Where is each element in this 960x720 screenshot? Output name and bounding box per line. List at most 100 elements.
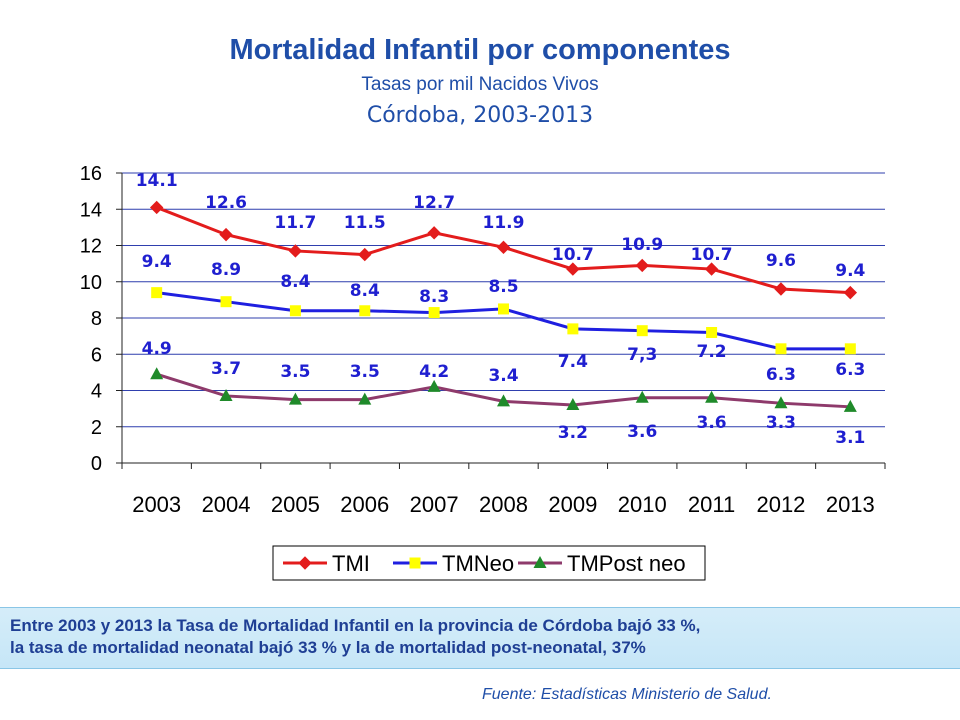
- data-point: [289, 305, 301, 317]
- data-point: [843, 399, 857, 412]
- data-label: 3.6: [697, 413, 727, 433]
- data-label: 11.9: [483, 213, 525, 233]
- data-point: [151, 287, 163, 299]
- y-tick-label: 4: [91, 381, 102, 403]
- data-point: [358, 392, 372, 405]
- data-point: [566, 398, 580, 410]
- data-label: 7.4: [558, 352, 588, 372]
- data-point: [498, 303, 509, 315]
- data-label: 3.4: [488, 366, 518, 386]
- data-label: 3.1: [835, 428, 865, 448]
- data-label: 12.7: [413, 193, 455, 213]
- y-tick-label: 6: [91, 344, 102, 366]
- data-label: 11.7: [274, 213, 316, 233]
- x-tick-label: 2010: [618, 492, 667, 517]
- summary-note-line-1: Entre 2003 y 2013 la Tasa de Mortalidad …: [10, 616, 701, 635]
- data-point: [359, 305, 371, 317]
- data-point: [288, 392, 302, 405]
- x-tick-label: 2006: [340, 492, 389, 517]
- data-label: 3.7: [211, 359, 241, 379]
- data-point: [775, 343, 787, 355]
- line-chart: 0 2 4 6 8 10 12 14 16 2003 2004 2005 2006 2007 2008 200…: [80, 163, 886, 581]
- legend-label: TMNeo: [442, 551, 514, 576]
- data-point: [358, 247, 372, 262]
- data-point: [566, 262, 580, 276]
- chart-title: Mortalidad Infantil por componentes: [229, 34, 731, 66]
- data-label: 3.3: [766, 413, 796, 433]
- data-label: 8.3: [419, 287, 449, 307]
- y-tick-label: 14: [80, 199, 102, 221]
- data-label: 9.4: [142, 252, 172, 272]
- y-tick-label: 16: [80, 163, 102, 185]
- legend-marker: [298, 556, 312, 570]
- x-tick-label: 2004: [202, 492, 251, 517]
- data-point: [635, 390, 649, 403]
- data-label: 10.7: [691, 245, 733, 265]
- x-tick-label: 2005: [271, 492, 320, 517]
- data-point: [774, 282, 788, 296]
- data-label: 12.6: [205, 193, 247, 213]
- data-point: [497, 394, 510, 407]
- data-label: 8.4: [280, 272, 310, 292]
- x-tick-label: 2003: [132, 492, 181, 517]
- data-label: 3.5: [350, 362, 380, 382]
- legend-label: TMI: [332, 551, 370, 576]
- data-label: 10.9: [621, 235, 663, 255]
- data-point: [428, 307, 440, 319]
- data-label: 6.3: [835, 360, 865, 380]
- x-tick-label: 2008: [479, 492, 528, 517]
- y-tick-label: 8: [91, 308, 102, 330]
- chart-subtitle: Tasas por mil Nacidos Vivos: [361, 74, 599, 95]
- data-label: 3.6: [627, 422, 657, 442]
- data-label: 6.3: [766, 365, 796, 385]
- data-point: [427, 226, 441, 240]
- data-label: 7,3: [627, 345, 657, 365]
- data-label: 9.6: [766, 251, 796, 271]
- x-tick-label: 2012: [756, 492, 805, 517]
- data-label: 14.1: [136, 171, 178, 191]
- data-label: 9.4: [835, 261, 865, 281]
- data-point: [150, 367, 164, 380]
- data-point: [635, 258, 649, 273]
- data-point: [288, 244, 303, 258]
- data-point: [843, 285, 858, 300]
- legend-marker: [533, 556, 547, 568]
- data-point: [149, 200, 164, 215]
- legend-box: [272, 545, 706, 581]
- data-label: 7.2: [697, 342, 727, 362]
- series-line: [156, 291, 851, 351]
- x-tick-label: 2013: [826, 492, 875, 517]
- data-label: 11.5: [344, 213, 386, 233]
- data-label: 10.7: [552, 245, 594, 265]
- y-tick-label: 2: [91, 417, 102, 439]
- x-tick-label: 2007: [410, 492, 459, 517]
- data-point: [705, 390, 719, 403]
- series-tmpost-neo: [150, 367, 857, 412]
- legend-label: TMPost neo: [567, 551, 686, 576]
- legend: TMI TMNeo TMPost neo: [272, 545, 706, 581]
- series-tmi: [149, 200, 858, 300]
- data-label: 4.9: [142, 339, 172, 359]
- x-tick-label: 2009: [548, 492, 597, 517]
- data-point: [774, 396, 788, 409]
- series-tmneo: [151, 287, 856, 355]
- summary-note: Entre 2003 y 2013 la Tasa de Mortalidad …: [0, 607, 960, 669]
- data-point: [496, 240, 511, 255]
- data-point: [704, 262, 719, 276]
- data-label: 3.5: [280, 362, 310, 382]
- y-tick-label: 12: [80, 236, 102, 258]
- y-tick-label: 10: [80, 272, 102, 294]
- data-point: [636, 325, 648, 337]
- data-label: 4.2: [419, 362, 449, 382]
- source-citation: Fuente: Estadísticas Ministerio de Salud…: [482, 686, 772, 703]
- chart-location-period: Córdoba, 2003-2013: [366, 103, 594, 128]
- data-label: 8.9: [211, 260, 241, 280]
- y-tick-label: 0: [91, 453, 102, 475]
- x-tick-label: 2011: [688, 492, 735, 517]
- data-point: [219, 227, 233, 242]
- data-label: 3.2: [558, 423, 588, 443]
- data-point: [427, 379, 441, 392]
- data-point: [706, 327, 718, 338]
- legend-marker: [409, 557, 421, 569]
- data-point: [219, 388, 233, 401]
